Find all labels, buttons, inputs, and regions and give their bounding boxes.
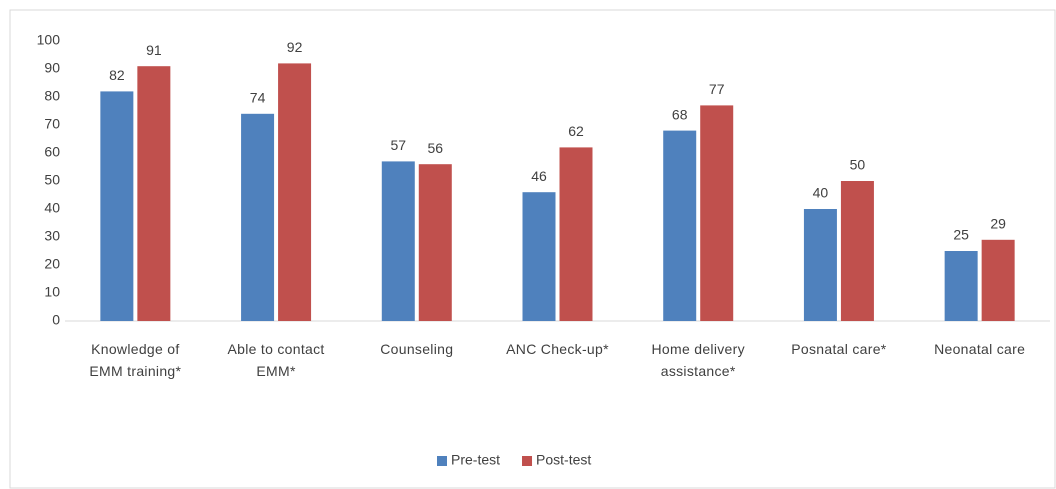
x-tick-label: Home delivery assistance* [651,341,745,379]
data-label: 56 [427,140,443,156]
bar [381,161,415,321]
y-tick-label: 40 [44,200,60,216]
y-tick-label: 60 [44,144,60,160]
bar [278,63,312,322]
data-label: 92 [287,39,303,55]
bar [944,251,978,321]
bar [137,66,171,321]
bar [522,192,556,321]
bar [840,181,874,321]
y-tick-label: 0 [52,312,60,328]
x-tick-label: Able to contact EMM* [227,341,325,379]
data-label: 46 [531,168,547,184]
y-tick-label: 30 [44,228,60,244]
data-label: 91 [146,42,162,58]
x-tick-label: Posnatal care* [791,341,887,357]
legend-swatch [437,456,447,466]
x-tick-label: ANC Check-up* [506,341,609,357]
y-tick-label: 10 [44,284,60,300]
data-label: 50 [850,157,866,173]
y-tick-label: 80 [44,88,60,104]
chart-border [9,9,1056,489]
x-tick-label: Counseling [380,341,454,357]
bar [559,147,593,321]
data-label: 74 [250,90,266,106]
bar [803,209,837,321]
y-tick-label: 20 [44,256,60,272]
data-label: 25 [953,227,969,243]
data-label: 68 [672,106,688,122]
bar [700,105,734,322]
data-label: 40 [813,185,829,201]
legend-swatch [522,456,533,466]
bar [100,91,134,322]
bar [241,113,275,321]
legend-label: Post-test [536,452,591,468]
x-tick-label: Knowledge of EMM training* [89,341,182,379]
y-tick-label: 50 [44,172,60,188]
legend-label: Pre-test [451,452,500,468]
x-tick-label: Neonatal care [934,341,1026,357]
bar [418,164,452,321]
y-tick-label: 90 [44,60,60,76]
bar [981,239,1015,321]
data-label: 82 [109,67,125,83]
y-tick-label: 100 [37,32,61,48]
data-label: 77 [709,81,725,97]
bar [663,130,697,321]
y-tick-label: 70 [44,116,60,132]
data-label: 57 [390,137,406,153]
data-label: 62 [568,123,584,139]
data-label: 29 [990,216,1006,232]
